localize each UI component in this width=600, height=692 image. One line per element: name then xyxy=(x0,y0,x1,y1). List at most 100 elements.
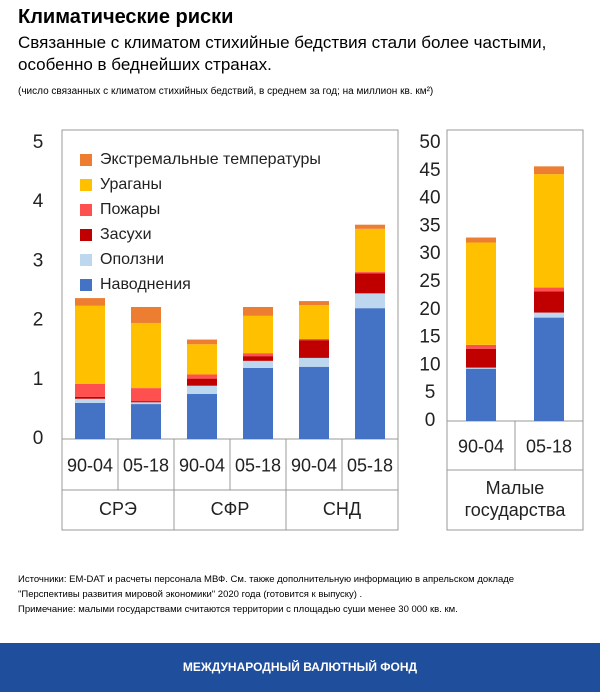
bar-segment xyxy=(355,224,385,229)
y-tick-label: 5 xyxy=(425,382,436,403)
legend-label: Оползни xyxy=(100,251,164,268)
legend-label: Засухи xyxy=(100,226,152,243)
bar-segment xyxy=(355,293,385,309)
subtitle: Связанные с климатом стихийные бедствия … xyxy=(18,33,547,74)
bar-segment xyxy=(466,237,496,243)
y-tick-label: 5 xyxy=(33,132,44,153)
y-tick-label: 10 xyxy=(419,354,440,375)
legend-label: Пожары xyxy=(100,201,160,218)
bar-segment xyxy=(131,322,161,389)
bar-segment xyxy=(243,367,273,439)
x-tick-label: 90-04 xyxy=(67,455,113,475)
bar-segment xyxy=(187,374,217,379)
y-tick-label: 3 xyxy=(33,250,44,271)
bar-segment xyxy=(243,315,273,354)
y-tick-label: 25 xyxy=(419,271,440,292)
bar-segment xyxy=(299,366,329,439)
source: Источники: EM-DAT и расчеты персонала МВ… xyxy=(18,572,514,617)
bar-segment xyxy=(75,305,105,384)
y-tick-label: 40 xyxy=(419,188,440,209)
y-tick-label: 1 xyxy=(33,369,44,390)
x-tick-label: 90-04 xyxy=(291,455,337,475)
legend-swatch xyxy=(80,279,92,291)
legend-swatch xyxy=(80,204,92,216)
bar-segment xyxy=(299,338,329,341)
bar-segment xyxy=(131,388,161,402)
group-label: СНД xyxy=(323,499,361,519)
y-tick-label: 35 xyxy=(419,215,440,236)
legend-swatch xyxy=(80,179,92,191)
bar-segment xyxy=(355,308,385,439)
footer-band: МЕЖДУНАРОДНЫЙ ВАЛЮТНЫЙ ФОНД xyxy=(0,643,600,692)
y-tick-label: 4 xyxy=(33,191,44,212)
x-tick-label: 90-04 xyxy=(179,455,225,475)
group-label: СРЭ xyxy=(99,499,137,519)
legend-swatch xyxy=(80,229,92,241)
y-tick-label: 15 xyxy=(419,327,440,348)
source-line: "Перспективы развития мировой экономики"… xyxy=(18,589,363,600)
title: Климатические риски xyxy=(18,6,234,28)
x-tick-label: 05-18 xyxy=(526,436,572,456)
bar-segment xyxy=(75,383,105,397)
bar-segment xyxy=(299,340,329,358)
legend-label: Наводнения xyxy=(100,276,191,293)
bar-segment xyxy=(187,378,217,386)
group-label: Малые государства xyxy=(465,478,567,520)
x-tick-label: 05-18 xyxy=(123,455,169,475)
brand: МЕЖДУНАРОДНЫЙ ВАЛЮТНЫЙ ФОНД xyxy=(182,660,418,674)
bar-segment xyxy=(534,166,564,175)
bar-segment xyxy=(534,287,564,292)
bar-segment xyxy=(131,402,161,405)
bar-segment xyxy=(299,301,329,306)
bar-segment xyxy=(187,344,217,375)
bar-segment xyxy=(75,298,105,306)
bar-segment xyxy=(466,368,496,421)
x-tick-label: 05-18 xyxy=(235,455,281,475)
bar-segment xyxy=(131,404,161,439)
source-line: Источники: EM-DAT и расчеты персонала МВ… xyxy=(18,574,515,585)
bar-segment xyxy=(466,344,496,349)
y-tick-label: 0 xyxy=(33,428,44,449)
group-label-line: Малые xyxy=(486,478,545,498)
y-tick-label: 0 xyxy=(425,410,436,431)
bar-segment xyxy=(534,312,564,318)
bar-segment xyxy=(534,174,564,288)
y-tick-label: 2 xyxy=(33,310,44,331)
y-tick-label: 30 xyxy=(419,243,440,264)
x-tick-label: 05-18 xyxy=(347,455,393,475)
bar-segment xyxy=(299,305,329,339)
legend-label: Ураганы xyxy=(100,176,162,193)
bar-segment xyxy=(75,396,105,399)
legend-swatch xyxy=(80,154,92,166)
bar-segment xyxy=(131,306,161,323)
bar-segment xyxy=(466,367,496,369)
bar-segment xyxy=(187,339,217,345)
bar-segment xyxy=(243,306,273,316)
bar-segment xyxy=(534,291,564,313)
panel-frame xyxy=(446,129,584,531)
group-label-line: государства xyxy=(465,500,567,520)
bar-segment xyxy=(299,357,329,367)
group-label: СФР xyxy=(211,499,250,519)
bar-segment xyxy=(75,398,105,403)
y-tick-label: 20 xyxy=(419,299,440,320)
note: Примечание: малыми государствами считают… xyxy=(18,604,458,615)
unit-note: (число связанных с климатом стихийных бе… xyxy=(18,86,434,97)
bar-segment xyxy=(534,317,564,421)
x-tick-label: 90-04 xyxy=(458,436,504,456)
bar-segment xyxy=(243,353,273,357)
panel-frame xyxy=(61,129,399,531)
y-tick-label: 45 xyxy=(419,160,440,181)
bar-segment xyxy=(466,242,496,345)
bar-segment xyxy=(355,272,385,274)
bar-segment xyxy=(243,360,273,368)
legend-label: Экстремальные температуры xyxy=(100,151,321,168)
bar-segment xyxy=(243,356,273,361)
bar-segment xyxy=(131,401,161,403)
bar-segment xyxy=(75,402,105,439)
bar-segment xyxy=(466,348,496,368)
bar-segment xyxy=(187,394,217,439)
y-tick-label: 50 xyxy=(419,132,440,153)
bar-segment xyxy=(187,385,217,395)
